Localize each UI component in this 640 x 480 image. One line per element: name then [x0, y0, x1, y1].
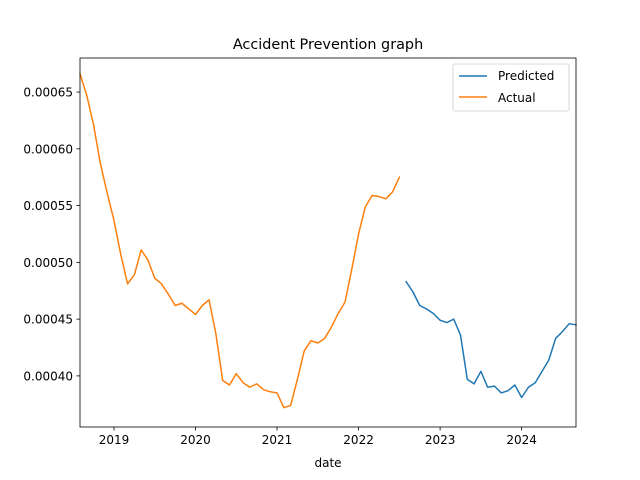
legend-label-actual: Actual: [498, 91, 536, 105]
legend: Predicted Actual: [452, 63, 570, 112]
y-axis: 0.00040 0.00045 0.00050 0.00055 0.00060 0.000…: [23, 86, 80, 383]
x-tick-label: 2021: [262, 433, 293, 447]
y-tick-label: 0.00050: [23, 256, 73, 270]
series-line-predicted: [405, 280, 577, 399]
y-tick-label: 0.00055: [23, 199, 73, 213]
x-axis: 2019 2020 2021 2022 2023 2024: [99, 427, 537, 447]
legend-label-predicted: Predicted: [498, 69, 554, 83]
x-axis-label: date: [314, 456, 341, 470]
x-tick-label: 2023: [425, 433, 456, 447]
chart-title: Accident Prevention graph: [233, 37, 423, 53]
x-tick-label: 2020: [180, 433, 211, 447]
y-tick-label: 0.00060: [23, 142, 73, 156]
series-lines: [79, 72, 577, 409]
y-tick-label: 0.00065: [23, 86, 73, 100]
x-tick-label: 2024: [506, 433, 537, 447]
y-tick-label: 0.00040: [23, 369, 73, 383]
plot-frame: [79, 57, 577, 428]
y-tick-label: 0.00045: [23, 313, 73, 327]
series-line-actual: [79, 72, 401, 409]
x-tick-label: 2022: [343, 433, 374, 447]
x-tick-label: 2019: [99, 433, 130, 447]
